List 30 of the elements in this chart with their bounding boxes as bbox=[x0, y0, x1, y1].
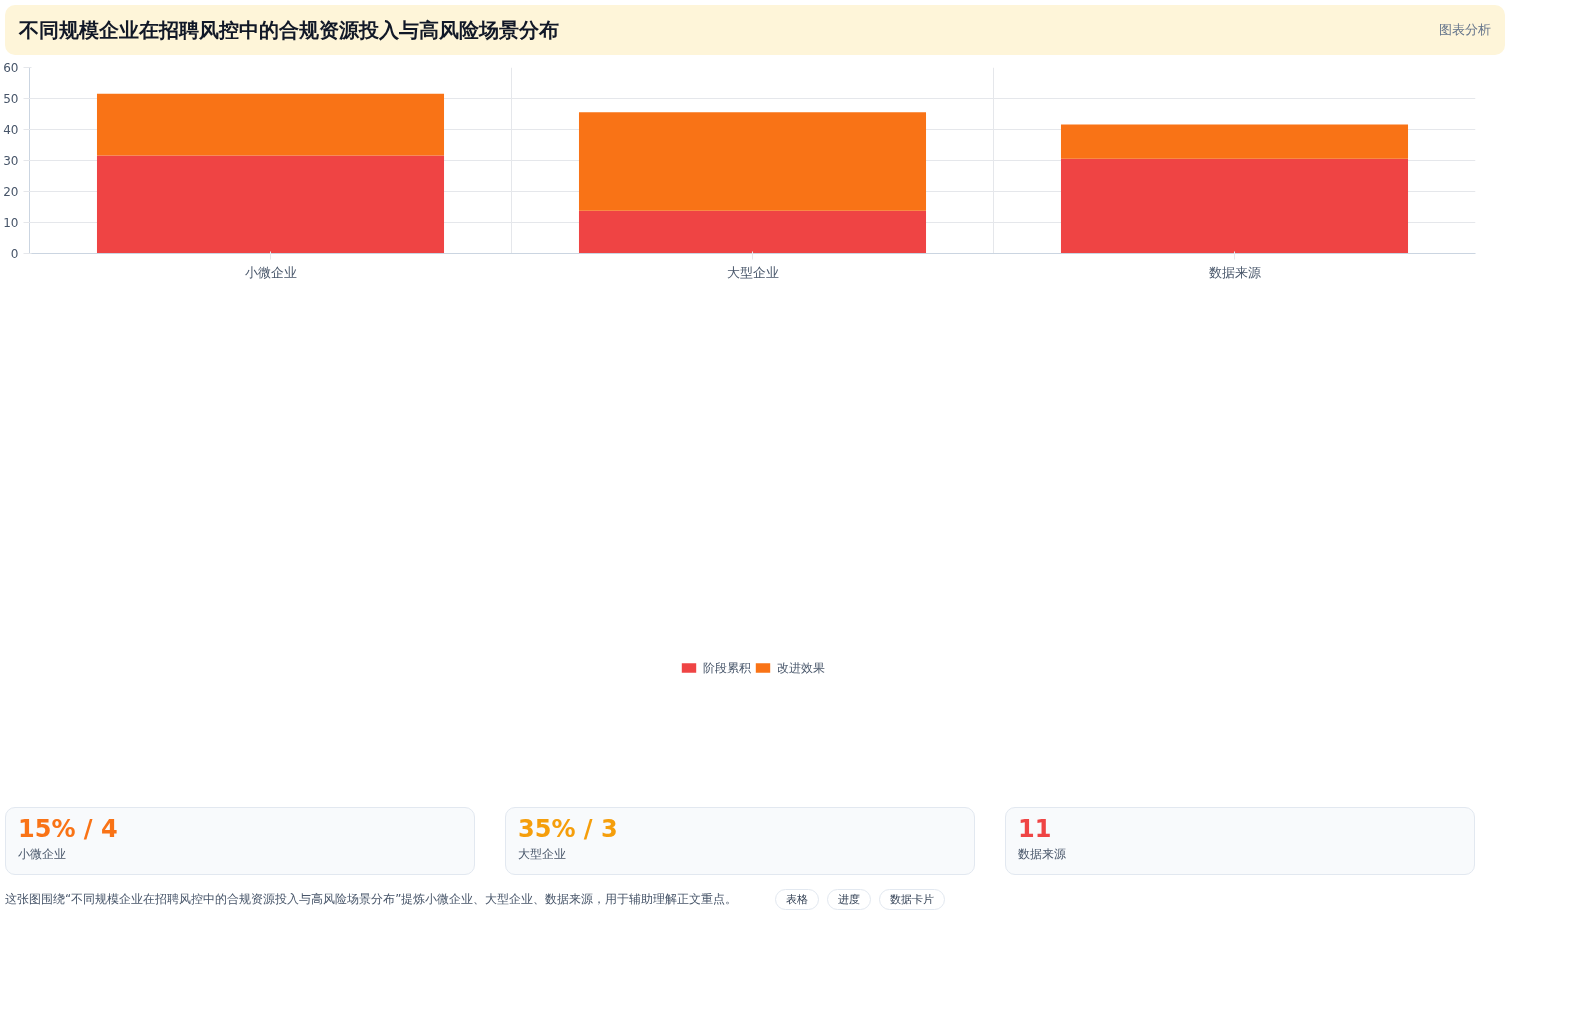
text: 表格 bbox=[775, 889, 820, 910]
text: 进度 bbox=[827, 889, 872, 910]
y-tick-label: 0 bbox=[10, 247, 19, 261]
text: 图表分析 bbox=[1439, 20, 1491, 39]
x-tick-label: 数据来源 bbox=[1208, 264, 1261, 280]
bar bbox=[96, 93, 445, 156]
y-tick-label: 60 bbox=[3, 61, 19, 75]
chart-title: 不同规模企业在招聘风控中的合规资源投入与高风险场景分布 bbox=[19, 16, 559, 44]
text: 11 bbox=[1018, 814, 1053, 845]
text: 数据来源 bbox=[1018, 846, 1067, 864]
bar bbox=[578, 210, 927, 254]
bar bbox=[578, 112, 927, 211]
x-tick-label: 小微企业 bbox=[244, 264, 297, 280]
y-tick-label: 50 bbox=[3, 92, 19, 106]
text: 数据卡片 bbox=[879, 889, 946, 910]
text: 小微企业 bbox=[18, 846, 67, 864]
text: 15% / 4 bbox=[18, 814, 119, 845]
y-tick-label: 40 bbox=[3, 123, 19, 137]
legend-label: 改进效果 bbox=[776, 659, 825, 677]
text: 35% / 3 bbox=[518, 814, 619, 845]
text: 大型企业 bbox=[518, 846, 567, 864]
text: 这张图围绕“不同规模企业在招聘风控中的合规资源投入与高风险场景分布”提炼小微企业、大型企业、数据来源，用于辅助理解正文重点。 bbox=[5, 892, 738, 906]
bar bbox=[96, 155, 445, 254]
bar bbox=[1060, 158, 1409, 254]
y-tick-label: 30 bbox=[3, 154, 19, 168]
y-tick-label: 10 bbox=[3, 216, 19, 230]
bar bbox=[1060, 124, 1409, 159]
x-tick-label: 大型企业 bbox=[726, 264, 779, 280]
legend-label: 阶段累积 bbox=[702, 659, 751, 677]
y-tick-label: 20 bbox=[3, 185, 19, 199]
